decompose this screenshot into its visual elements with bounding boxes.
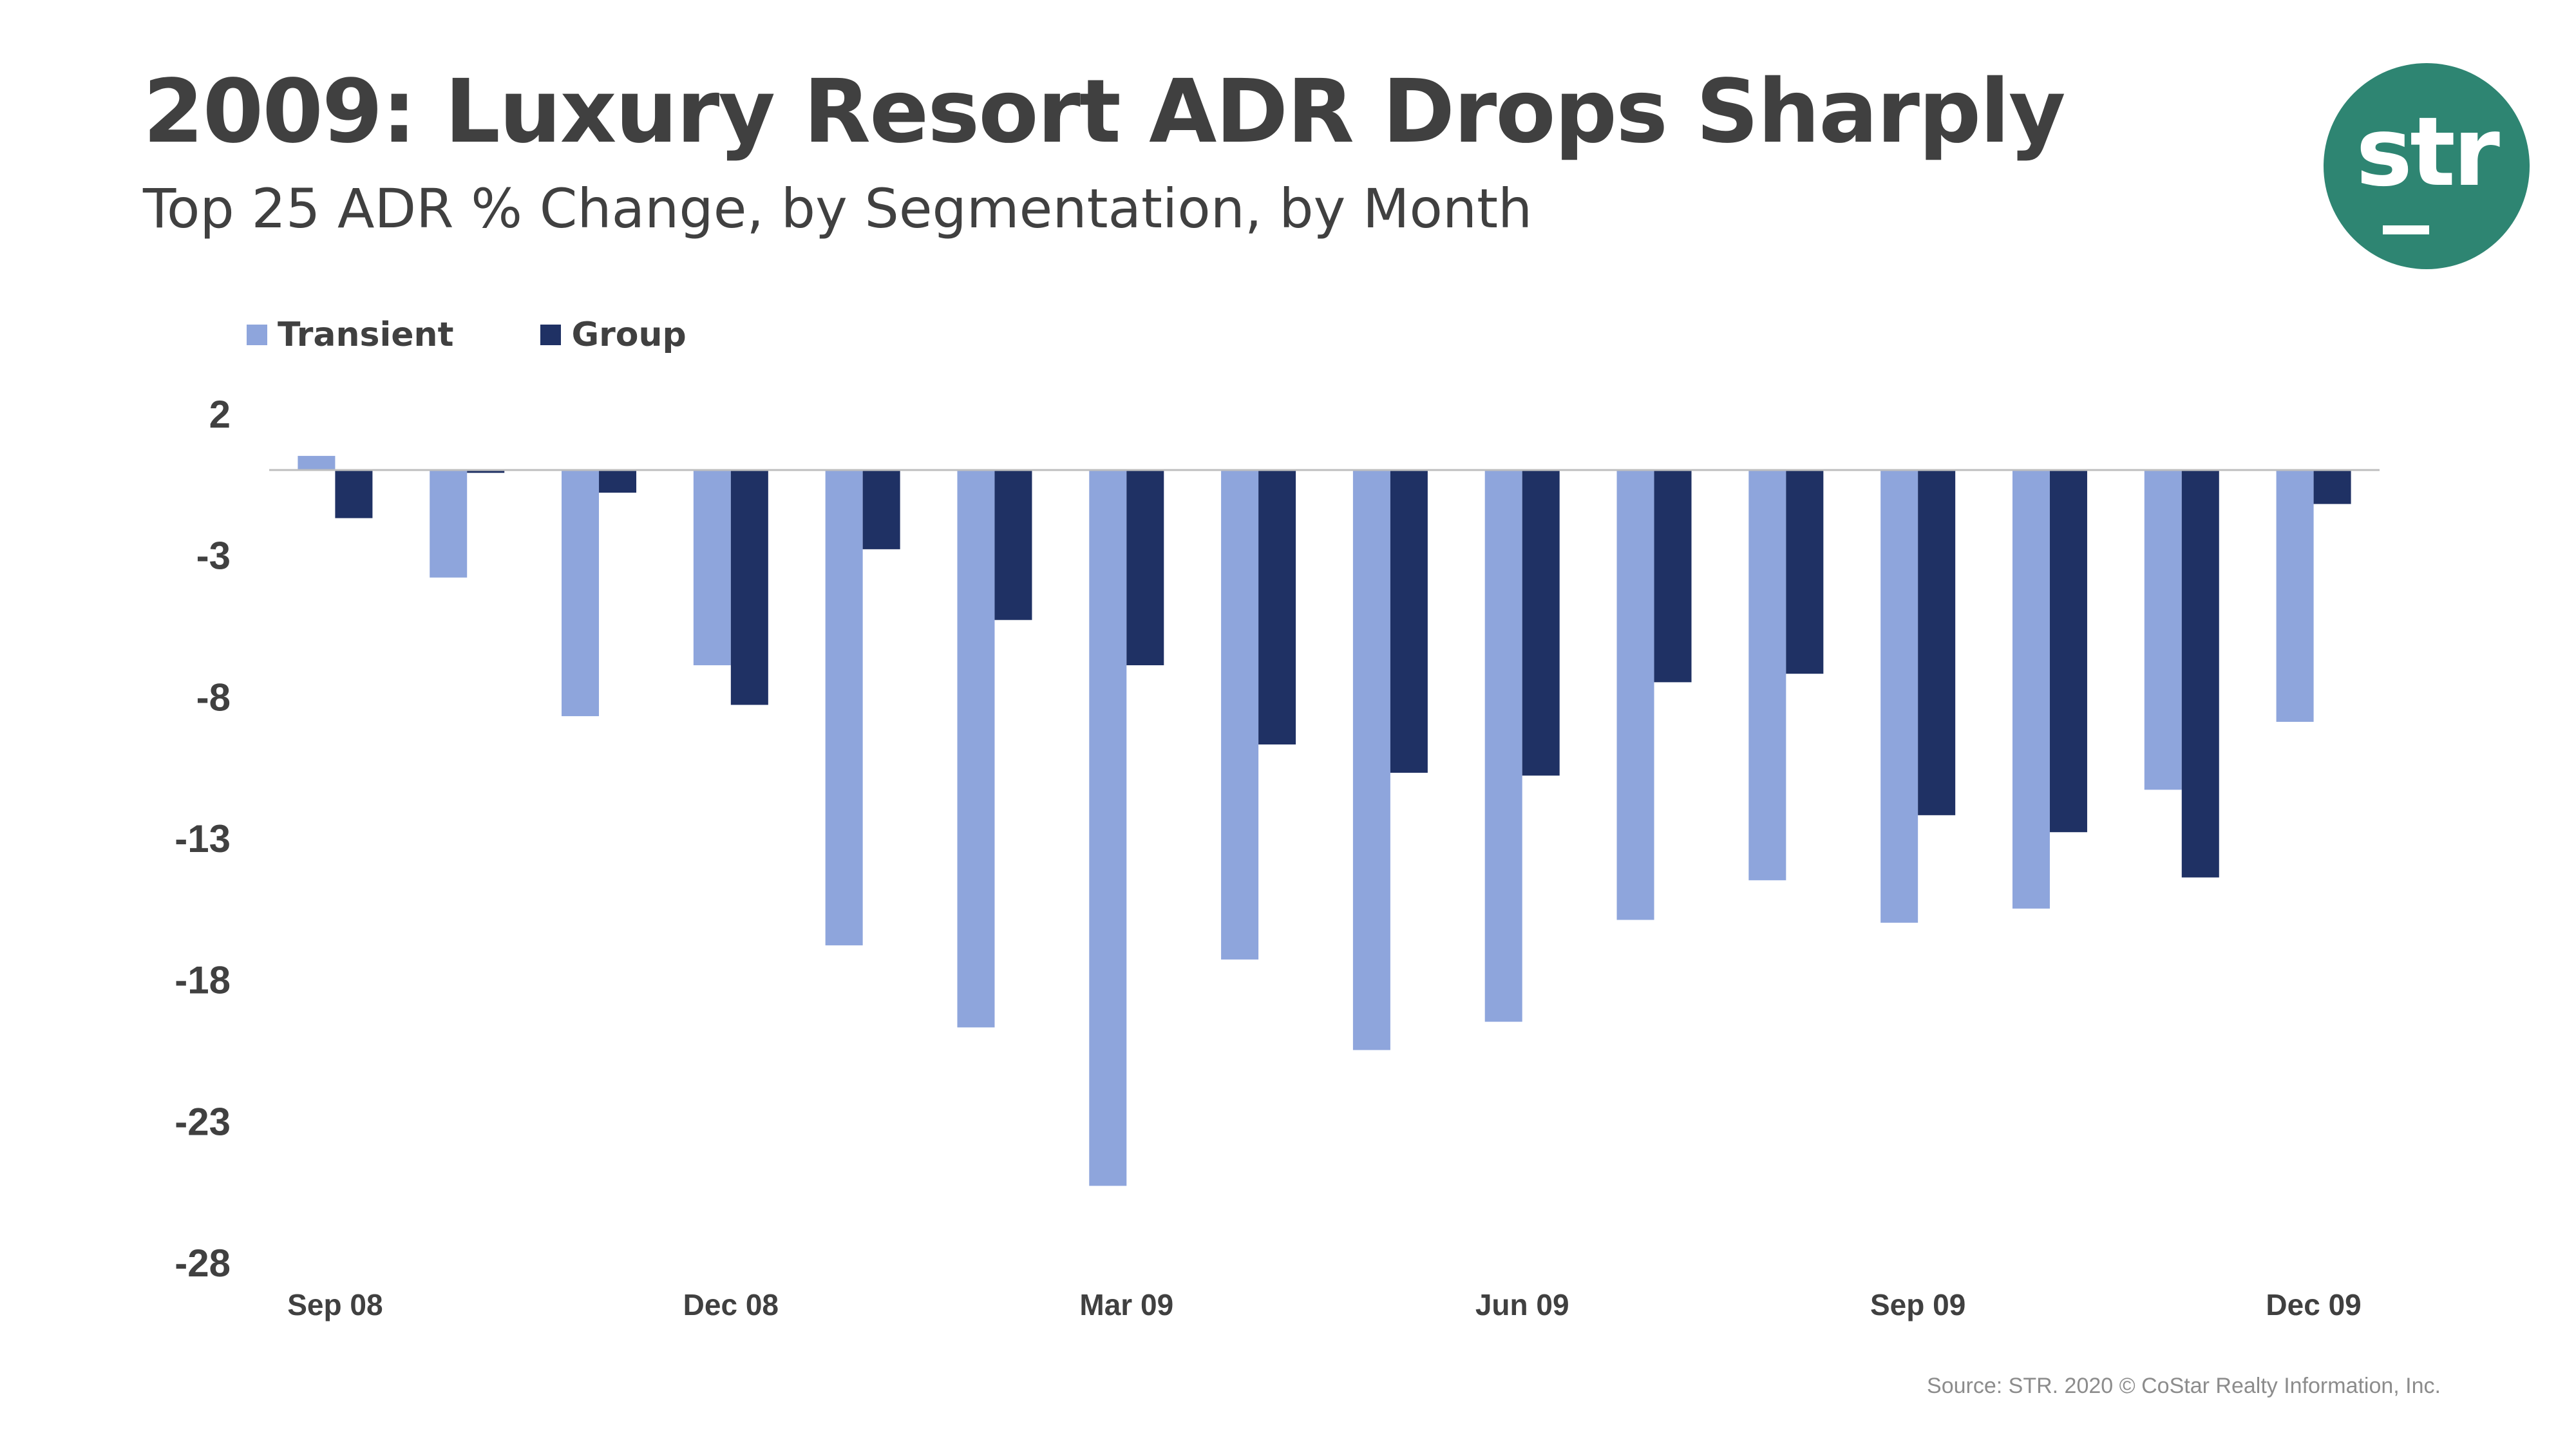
bar-group-mar-09	[1126, 469, 1164, 666]
bar-transient-dec-08	[693, 469, 731, 666]
x-tick-label: Sep 08	[287, 1288, 383, 1321]
bar-group-nov-08	[599, 469, 637, 493]
bar-group-sep-09	[1918, 469, 1956, 815]
x-tick-label: Mar 09	[1079, 1288, 1173, 1321]
bar-transient-dec-09	[2276, 469, 2314, 722]
bar-group-jan-09	[862, 469, 900, 549]
bar-transient-jul-09	[1616, 469, 1654, 920]
y-tick-label: 2	[209, 393, 231, 436]
bar-transient-oct-09	[2012, 469, 2050, 909]
str-logo: str	[2324, 63, 2530, 269]
y-tick-label: -28	[175, 1242, 231, 1285]
legend-swatch-group	[540, 325, 562, 345]
bar-transient-aug-09	[1748, 469, 1786, 880]
bar-group-oct-09	[2049, 469, 2087, 833]
chart-title: 2009: Luxury Resort ADR Drops Sharply	[143, 61, 2066, 163]
bar-transient-apr-09	[1221, 469, 1259, 960]
x-tick-label: Dec 09	[2266, 1288, 2361, 1321]
x-tick-label: Jun 09	[1475, 1288, 1569, 1321]
bar-group-apr-09	[1258, 469, 1296, 745]
bar-group-jun-09	[1522, 469, 1560, 776]
bar-group-may-09	[1390, 469, 1428, 773]
legend-label-transient: Transient	[278, 316, 454, 354]
y-tick-label: -13	[175, 817, 231, 860]
bar-group-feb-09	[994, 469, 1032, 620]
legend-swatch-transient	[247, 325, 267, 345]
bar-transient-jan-09	[825, 469, 863, 945]
bar-transient-sep-09	[1880, 469, 1918, 923]
y-tick-label: -3	[196, 535, 231, 578]
bar-group-nov-09	[2181, 469, 2219, 878]
bar-transient-nov-08	[562, 469, 600, 717]
logo-underline	[2383, 225, 2429, 234]
y-tick-label: -18	[175, 959, 231, 1002]
legend: Transient Group	[247, 316, 773, 354]
bar-transient-nov-09	[2144, 469, 2182, 790]
bar-group-sep-08	[335, 469, 373, 518]
bar-transient-jun-09	[1484, 469, 1522, 1022]
bar-transient-oct-08	[430, 469, 468, 578]
y-tick-label: -8	[196, 676, 231, 719]
legend-item-group: Group	[540, 316, 687, 354]
legend-label-group: Group	[571, 316, 687, 354]
bar-group-aug-09	[1786, 469, 1824, 674]
x-tick-label: Dec 08	[683, 1288, 779, 1321]
logo-text: str	[2356, 97, 2500, 207]
source-note: Source: STR. 2020 © CoStar Realty Inform…	[1927, 1374, 2441, 1398]
bar-transient-mar-09	[1089, 469, 1127, 1186]
bar-transient-feb-09	[957, 469, 995, 1028]
bar-transient-sep-08	[298, 455, 336, 470]
bar-transient-may-09	[1352, 469, 1390, 1050]
bar-group-oct-08	[467, 469, 505, 473]
x-tick-label: Sep 09	[1870, 1288, 1965, 1321]
bar-group-dec-08	[730, 469, 768, 705]
bar-group-dec-09	[2313, 469, 2351, 504]
legend-item-transient: Transient	[247, 316, 453, 354]
bar-group-jul-09	[1654, 469, 1692, 683]
chart-subtitle: Top 25 ADR % Change, by Segmentation, by…	[143, 177, 1533, 240]
y-tick-label: -23	[175, 1100, 231, 1143]
